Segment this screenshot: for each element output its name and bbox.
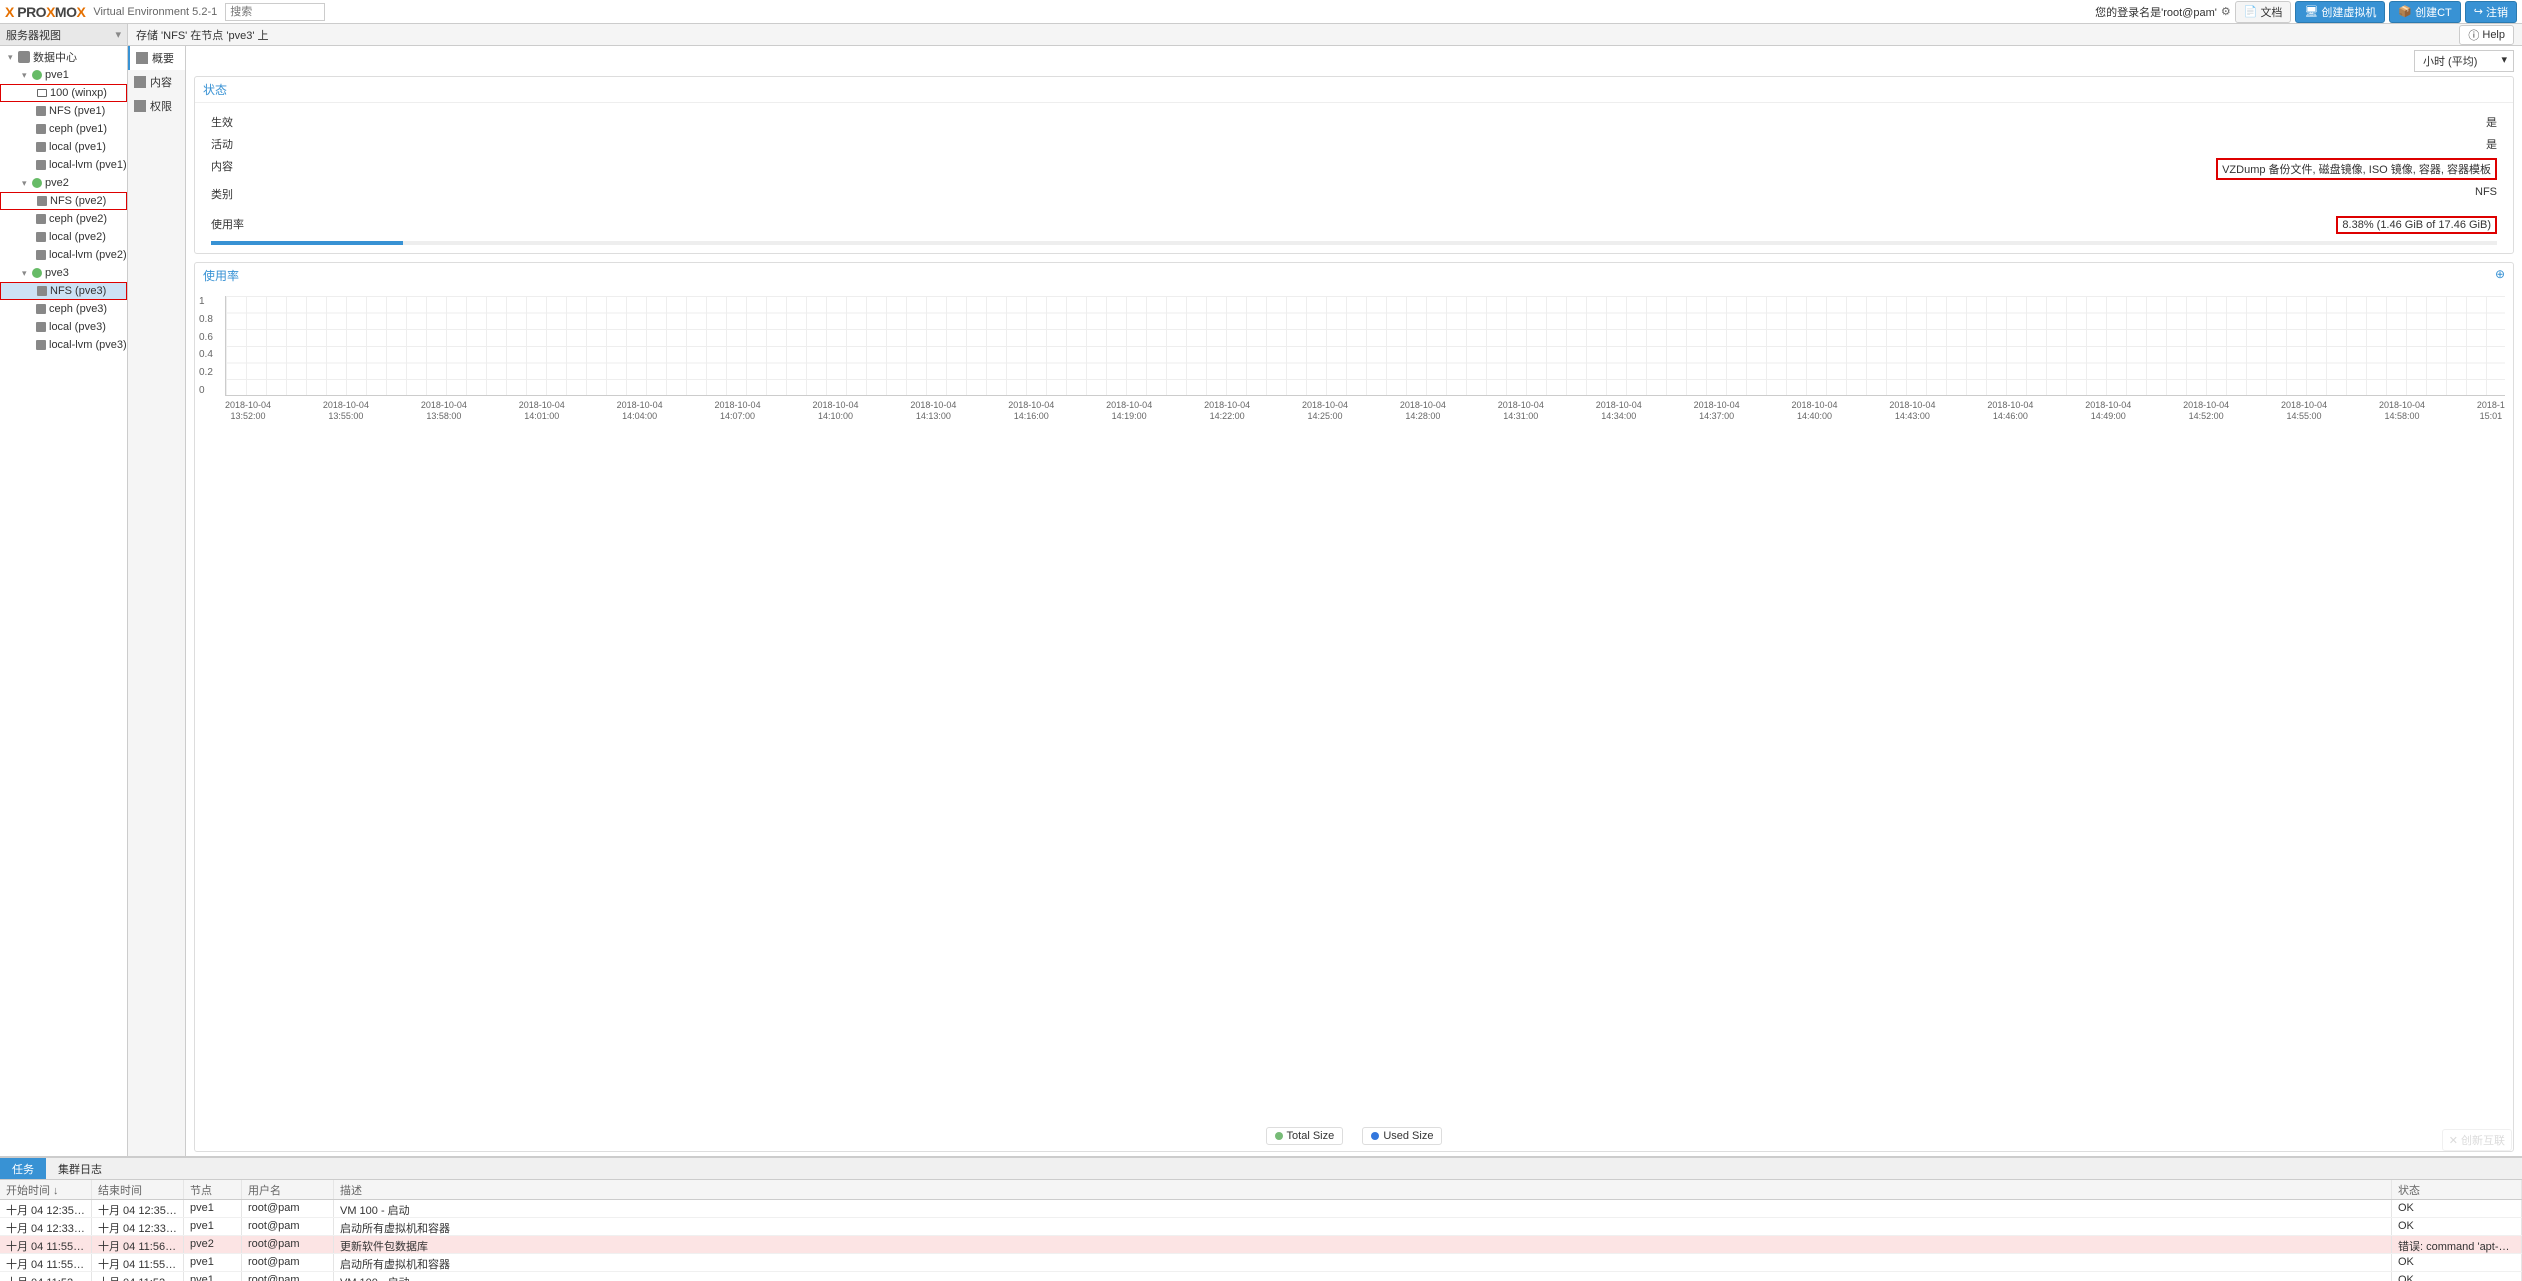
tree-panel: 服务器视图▾ ▾数据中心▾pve1100 (winxp)NFS (pve1)ce… [0, 24, 128, 1156]
bottom-panel: 任务 集群日志 开始时间 ↓ 结束时间 节点 用户名 描述 状态 十月 04 1… [0, 1156, 2522, 1281]
tree-item[interactable]: NFS (pve1) [0, 102, 127, 120]
chart-config-icon[interactable]: ⊕ [2495, 267, 2505, 284]
type-value: NFS [2475, 186, 2497, 202]
create-vm-button[interactable]: 🖥 创建虚拟机 [2295, 1, 2385, 23]
tree-node[interactable]: ▾pve1 [0, 66, 127, 84]
task-row[interactable]: 十月 04 11:55:56十月 04 11:56:11pve2root@pam… [0, 1236, 2522, 1254]
active-value: 是 [2486, 136, 2497, 152]
create-ct-button[interactable]: 📦 创建CT [2389, 1, 2460, 23]
time-range-selector[interactable]: 小时 (平均) ▾ [2414, 50, 2514, 72]
task-row[interactable]: 十月 04 11:52:28十月 04 11:52:33pve1root@pam… [0, 1272, 2522, 1281]
sub-tabs: 概要 内容 权限 [128, 46, 186, 1156]
col-status[interactable]: 状态 [2392, 1180, 2522, 1199]
col-node[interactable]: 节点 [184, 1180, 242, 1199]
logo: X PROXMOX [5, 4, 85, 20]
col-user[interactable]: 用户名 [242, 1180, 334, 1199]
tree-item[interactable]: local (pve3) [0, 318, 127, 336]
tree-item[interactable]: NFS (pve3) [0, 282, 127, 300]
content-label: 内容 [211, 158, 271, 180]
status-panel: 状态 生效是 活动是 内容VZDump 备份文件, 磁盘镜像, ISO 镜像, … [194, 76, 2514, 254]
chart-legend: Total Size Used Size [195, 1121, 2513, 1151]
task-rows: 十月 04 12:35:42十月 04 12:35:44pve1root@pam… [0, 1200, 2522, 1281]
col-start[interactable]: 开始时间 ↓ [0, 1180, 92, 1199]
breadcrumb: 存储 'NFS' 在节点 'pve3' 上 ⓘ Help [128, 24, 2522, 46]
enabled-value: 是 [2486, 114, 2497, 130]
login-info: 您的登录名是'root@pam' [2095, 4, 2217, 20]
watermark: ✕ 创新互联 [2442, 1129, 2512, 1151]
col-end[interactable]: 结束时间 [92, 1180, 184, 1199]
type-label: 类别 [211, 186, 271, 202]
gear-icon[interactable]: ⚙ [2221, 5, 2231, 18]
tree-item[interactable]: local-lvm (pve3) [0, 336, 127, 354]
tree-datacenter[interactable]: ▾数据中心 [0, 48, 127, 66]
tree-item[interactable]: ceph (pve2) [0, 210, 127, 228]
dot-icon [1371, 1132, 1379, 1140]
chart-grid [225, 296, 2505, 396]
search-input[interactable] [225, 3, 325, 21]
tab-tasks[interactable]: 任务 [0, 1158, 46, 1179]
chart-y-axis: 10.80.60.40.20 [199, 296, 213, 396]
task-header: 开始时间 ↓ 结束时间 节点 用户名 描述 状态 [0, 1180, 2522, 1200]
tab-permissions[interactable]: 权限 [128, 94, 185, 118]
tree-item[interactable]: NFS (pve2) [0, 192, 127, 210]
tree-view-selector[interactable]: 服务器视图▾ [0, 24, 127, 46]
chart-x-axis: 2018-10-0413:52:002018-10-0413:55:002018… [225, 400, 2505, 422]
tree-item[interactable]: ceph (pve3) [0, 300, 127, 318]
enabled-label: 生效 [211, 114, 271, 130]
tree-item[interactable]: local (pve1) [0, 138, 127, 156]
legend-used[interactable]: Used Size [1362, 1127, 1442, 1145]
chevron-down-icon: ▾ [115, 28, 121, 41]
chart-title: 使用率 [203, 267, 239, 284]
tab-content[interactable]: 内容 [128, 70, 185, 94]
usage-value: 8.38% (1.46 GiB of 17.46 GiB) [2336, 216, 2497, 234]
chevron-down-icon: ▾ [2501, 53, 2507, 66]
col-desc[interactable]: 描述 [334, 1180, 2392, 1199]
top-bar: X PROXMOX Virtual Environment 5.2-1 您的登录… [0, 0, 2522, 24]
tab-summary[interactable]: 概要 [128, 46, 185, 70]
resource-tree: ▾数据中心▾pve1100 (winxp)NFS (pve1)ceph (pve… [0, 46, 127, 1156]
usage-chart-panel: 使用率 ⊕ 10.80.60.40.20 2018-10-0413:52:0020… [194, 262, 2514, 1152]
dot-icon [1275, 1132, 1283, 1140]
usage-fill [211, 241, 403, 245]
tree-item[interactable]: local-lvm (pve1) [0, 156, 127, 174]
perm-icon [134, 100, 146, 112]
usage-label: 使用率 [211, 216, 271, 234]
summary-icon [136, 52, 148, 64]
tree-node[interactable]: ▾pve3 [0, 264, 127, 282]
content-icon [134, 76, 146, 88]
tree-item[interactable]: local (pve2) [0, 228, 127, 246]
status-title: 状态 [195, 77, 2513, 103]
legend-total[interactable]: Total Size [1266, 1127, 1344, 1145]
task-row[interactable]: 十月 04 11:55:50十月 04 11:55:50pve1root@pam… [0, 1254, 2522, 1272]
logout-button[interactable]: ↪ 注销 [2465, 1, 2517, 23]
tree-item[interactable]: 100 (winxp) [0, 84, 127, 102]
usage-bar [211, 241, 2497, 245]
active-label: 活动 [211, 136, 271, 152]
version-text: Virtual Environment 5.2-1 [93, 6, 217, 18]
task-row[interactable]: 十月 04 12:35:42十月 04 12:35:44pve1root@pam… [0, 1200, 2522, 1218]
tab-cluster-log[interactable]: 集群日志 [46, 1158, 114, 1179]
task-row[interactable]: 十月 04 12:33:42十月 04 12:33:42pve1root@pam… [0, 1218, 2522, 1236]
help-button[interactable]: ⓘ Help [2459, 25, 2514, 45]
tree-node[interactable]: ▾pve2 [0, 174, 127, 192]
tree-item[interactable]: ceph (pve1) [0, 120, 127, 138]
content-value: VZDump 备份文件, 磁盘镜像, ISO 镜像, 容器, 容器模板 [2216, 158, 2497, 180]
tree-item[interactable]: local-lvm (pve2) [0, 246, 127, 264]
doc-button[interactable]: 📄 文档 [2235, 1, 2292, 23]
